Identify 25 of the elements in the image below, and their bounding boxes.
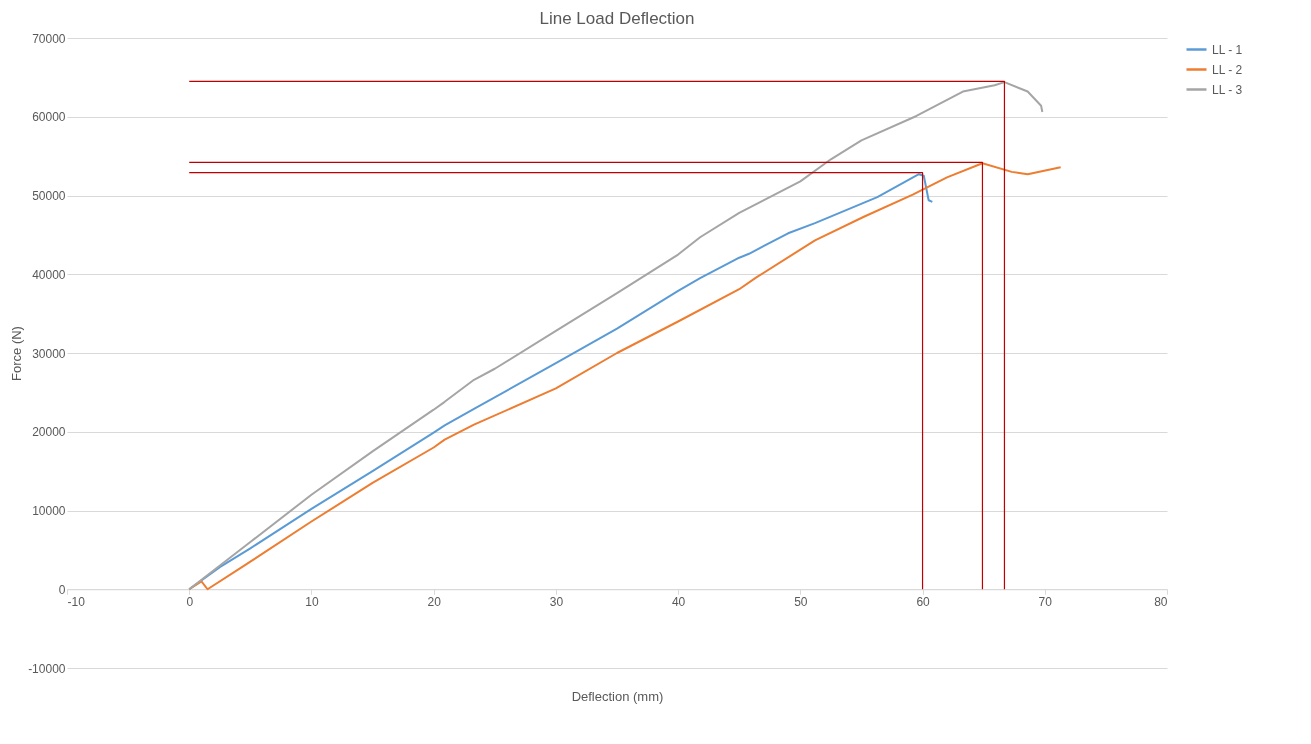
legend-label: LL - 2 — [1212, 62, 1243, 77]
x-tick-label: 0 — [186, 594, 194, 609]
y-tick-label: 20000 — [32, 425, 66, 440]
y-tick-label: -10000 — [28, 661, 66, 676]
x-tick-label: -10 — [67, 594, 86, 609]
x-tick-label: 40 — [671, 594, 686, 609]
y-tick-label: 0 — [58, 582, 66, 597]
x-tick-label: 10 — [305, 594, 319, 609]
y-tick-label: 50000 — [32, 189, 66, 203]
legend-label: LL - 1 — [1212, 42, 1243, 57]
y-tick-label: 60000 — [32, 110, 66, 125]
x-tick-label: 70 — [1038, 594, 1053, 609]
y-tick-label: 40000 — [32, 267, 66, 282]
x-tick-label: 80 — [1154, 594, 1168, 609]
x-tick-label: 30 — [549, 594, 564, 609]
x-tick-label: 20 — [427, 594, 442, 609]
legend-label: LL - 3 — [1212, 82, 1243, 97]
y-tick-label: 70000 — [32, 31, 66, 46]
y-tick-label: 10000 — [32, 504, 66, 518]
x-tick-label: 50 — [794, 594, 808, 609]
x-tick-label: 60 — [916, 594, 931, 609]
x-axis-title: Deflection (mm) — [571, 688, 664, 704]
chart-title: Line Load Deflection — [539, 9, 695, 28]
y-tick-label: 30000 — [32, 346, 66, 361]
y-axis-title: Force (N) — [9, 326, 25, 381]
